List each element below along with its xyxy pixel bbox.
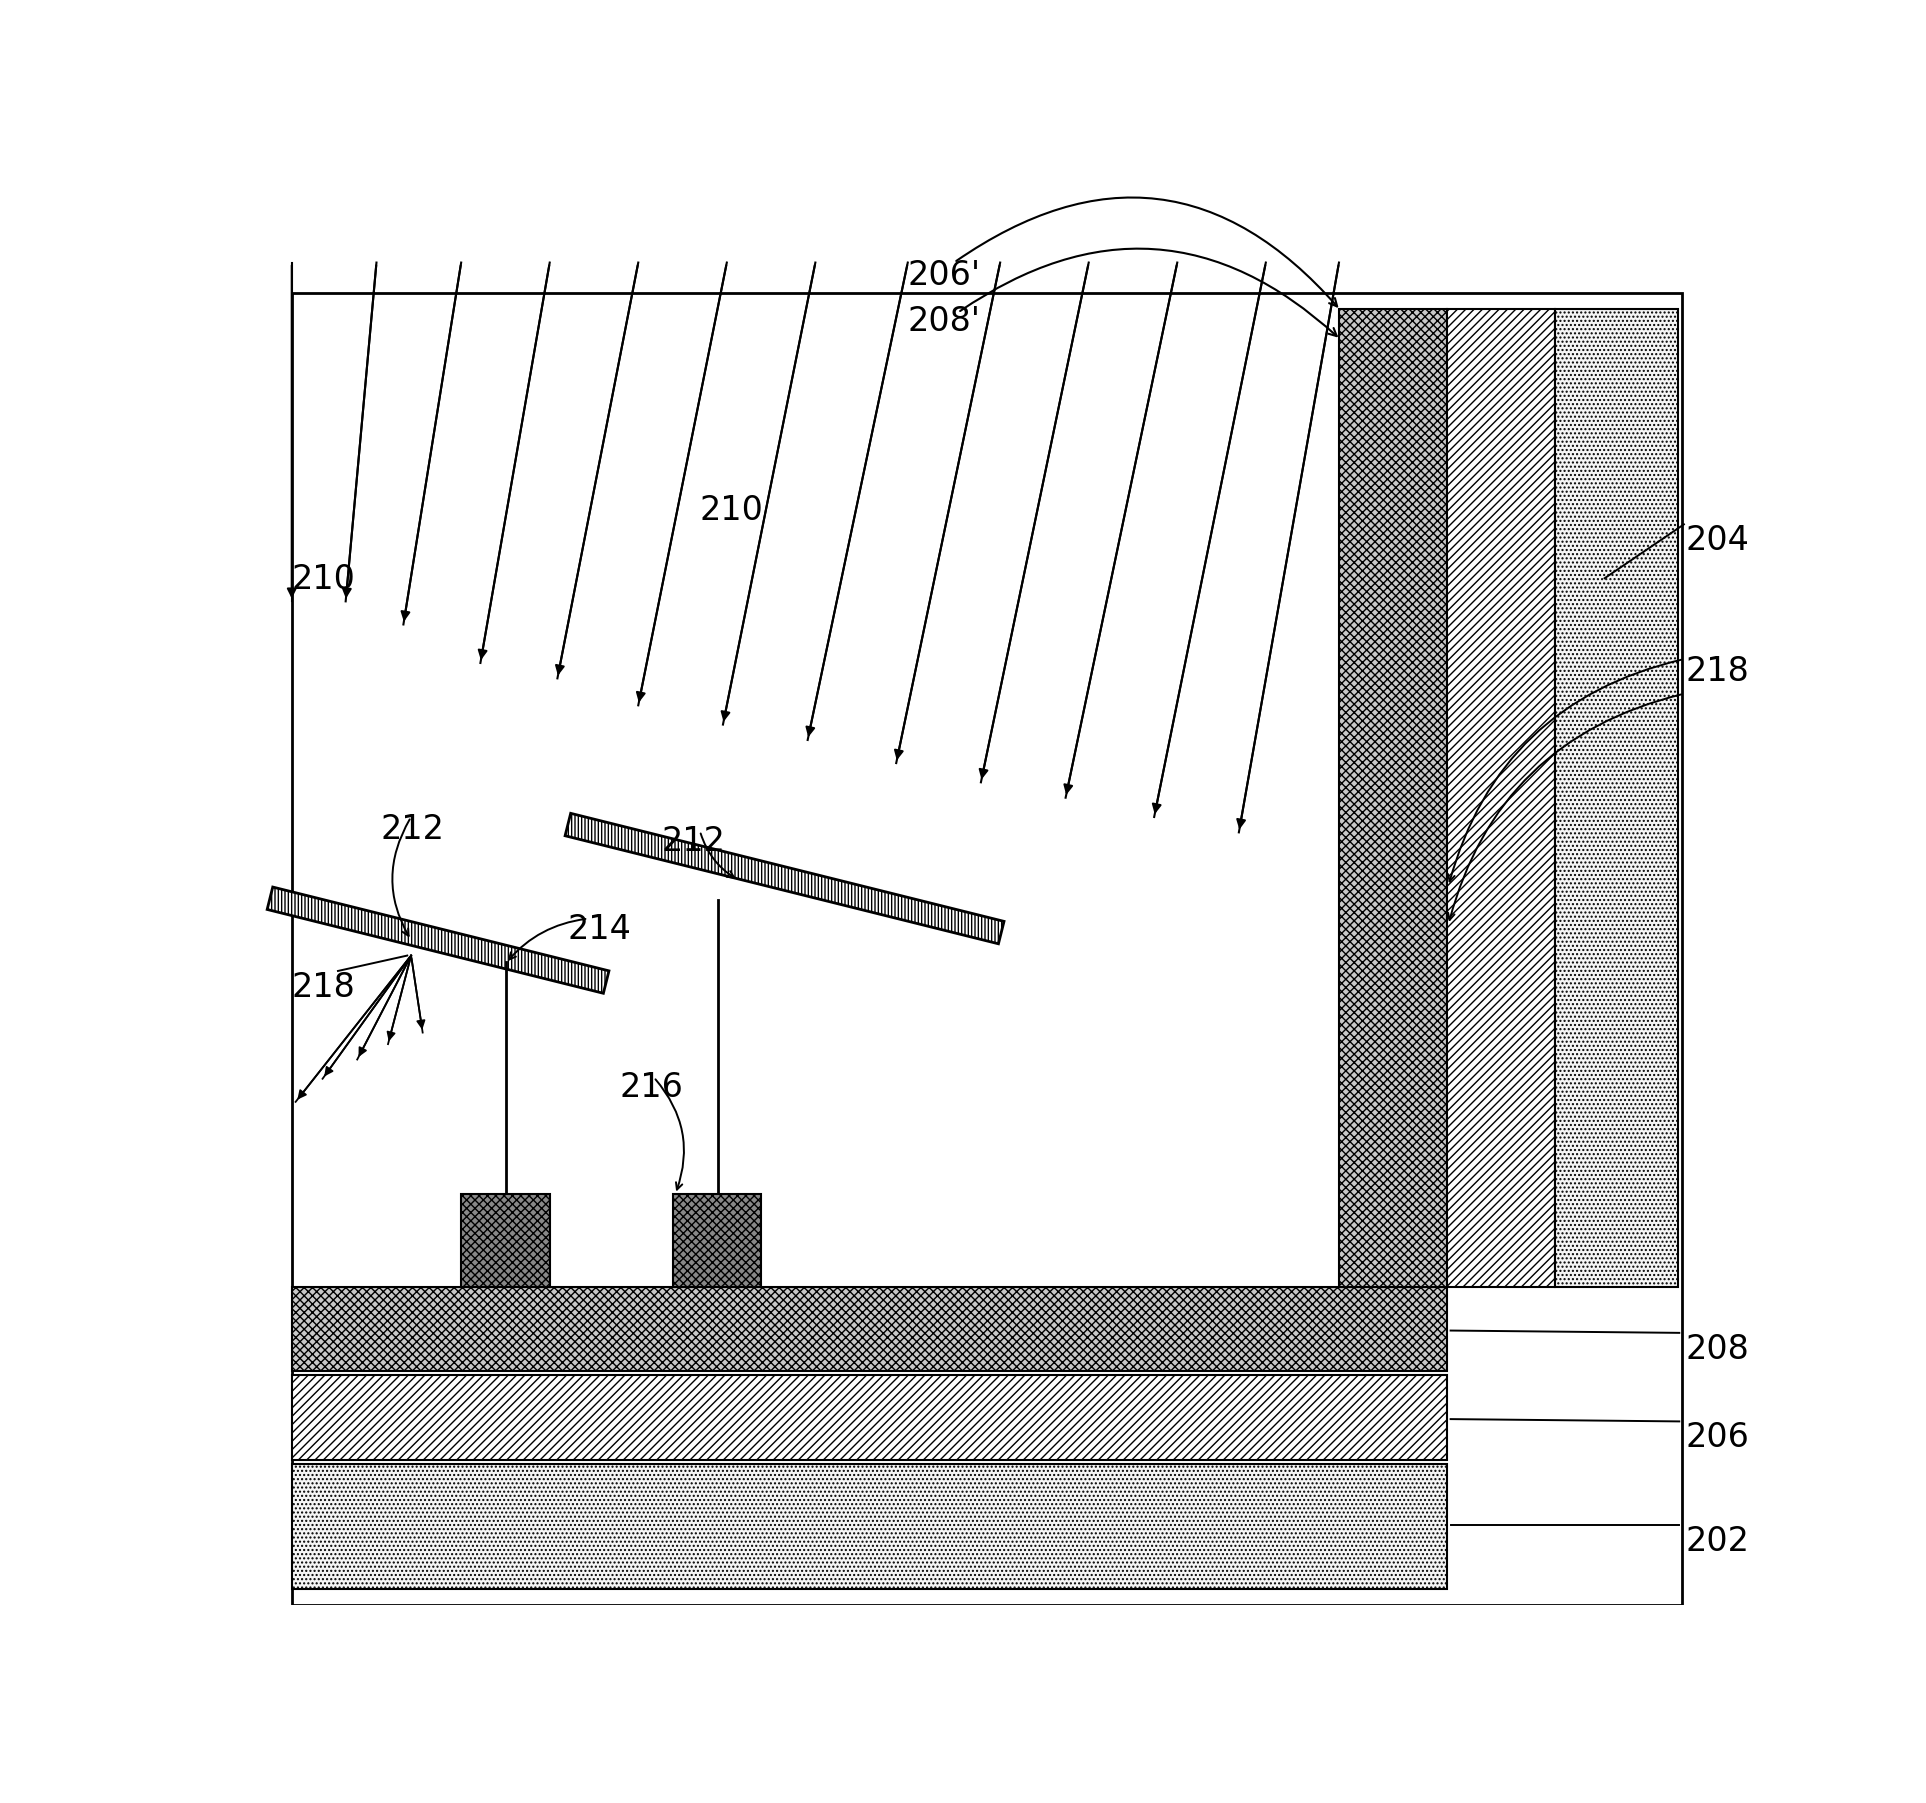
Text: 210: 210 bbox=[291, 563, 356, 595]
Bar bbox=[1446, 308, 1554, 1287]
Text: 218: 218 bbox=[291, 972, 356, 1004]
Text: 206': 206' bbox=[907, 258, 980, 292]
Text: 212: 212 bbox=[661, 824, 726, 858]
Text: 212: 212 bbox=[379, 813, 445, 846]
Text: 208': 208' bbox=[907, 305, 980, 337]
Bar bbox=[672, 1194, 761, 1287]
Text: 218: 218 bbox=[1685, 654, 1749, 689]
Text: 202: 202 bbox=[1685, 1525, 1749, 1558]
Text: 216: 216 bbox=[618, 1071, 684, 1103]
Bar bbox=[460, 1194, 549, 1287]
Text: 210: 210 bbox=[699, 494, 765, 526]
Bar bbox=[1554, 308, 1678, 1287]
Bar bbox=[268, 887, 609, 993]
Text: 206: 206 bbox=[1685, 1421, 1749, 1455]
Text: 214: 214 bbox=[568, 912, 632, 947]
Bar bbox=[1339, 308, 1446, 1287]
Bar bbox=[564, 813, 1003, 943]
Text: 208: 208 bbox=[1685, 1332, 1749, 1367]
Bar bbox=[291, 1376, 1446, 1460]
Bar bbox=[291, 1464, 1446, 1588]
Text: 204: 204 bbox=[1685, 525, 1749, 557]
Bar bbox=[291, 1287, 1446, 1372]
